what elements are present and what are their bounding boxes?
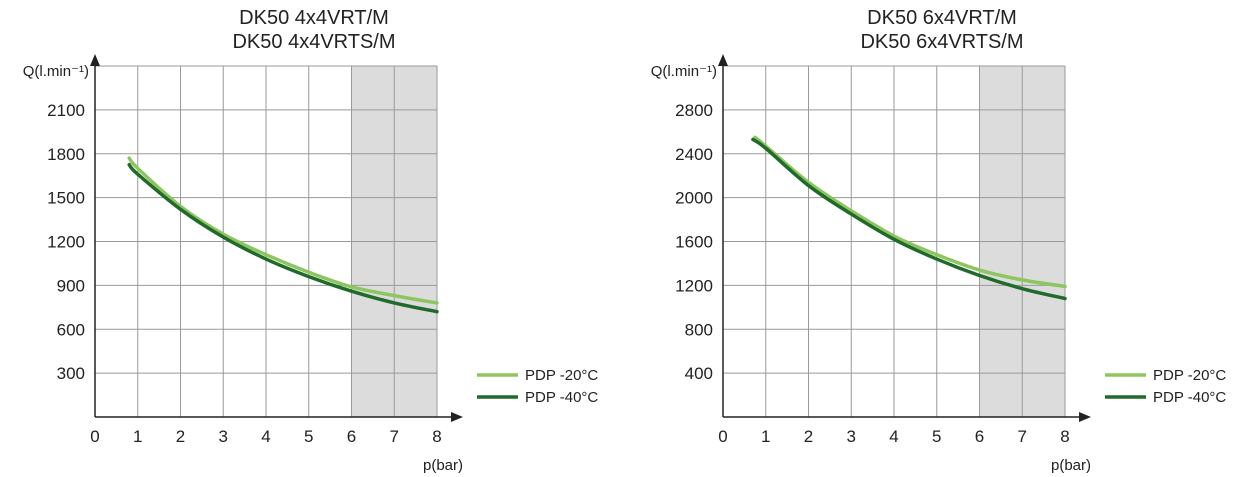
chart-title: DK50 4x4VRT/M DK50 4x4VRTS/M bbox=[0, 6, 628, 54]
x-tick-label: 3 bbox=[219, 427, 228, 446]
y-tick-label: 1200 bbox=[47, 233, 85, 252]
x-tick-label: 8 bbox=[1060, 427, 1069, 446]
y-tick-label: 1500 bbox=[47, 189, 85, 208]
x-tick-label: 1 bbox=[133, 427, 142, 446]
x-axis-label: p(bar) bbox=[1051, 457, 1091, 474]
y-tick-label: 2000 bbox=[675, 189, 713, 208]
x-tick-label: 3 bbox=[847, 427, 856, 446]
x-tick-label: 5 bbox=[304, 427, 313, 446]
y-tick-label: 2100 bbox=[47, 101, 85, 120]
x-tick-label: 2 bbox=[176, 427, 185, 446]
legend-label-pdp-40: PDP -40°C bbox=[525, 389, 598, 406]
x-axis-arrow bbox=[451, 412, 463, 422]
x-tick-label: 4 bbox=[889, 427, 898, 446]
y-tick-label: 600 bbox=[57, 320, 85, 339]
chart-panel-right: DK50 6x4VRT/M DK50 6x4VRTS/M 0 1 2 3 4 5 6 7 8 40… bbox=[628, 0, 1256, 477]
y-tick-label: 300 bbox=[57, 364, 85, 383]
y-tick-label: 400 bbox=[685, 364, 713, 383]
x-tick-label: 7 bbox=[390, 427, 399, 446]
chart-title: DK50 6x4VRT/M DK50 6x4VRTS/M bbox=[628, 6, 1256, 54]
chart-title-line-1: DK50 6x4VRT/M bbox=[867, 7, 1017, 29]
chart-title-line-2: DK50 4x4VRTS/M bbox=[232, 31, 396, 53]
series-line-pdp-40 bbox=[751, 137, 1067, 301]
x-tick-label: 8 bbox=[432, 427, 441, 446]
y-tick-label: 900 bbox=[57, 276, 85, 295]
x-tick-label: 0 bbox=[90, 427, 99, 446]
legend-label-pdp-20: PDP -20°C bbox=[1153, 367, 1226, 384]
chart-title-line-2: DK50 6x4VRTS/M bbox=[860, 31, 1024, 53]
y-tick-label: 800 bbox=[685, 320, 713, 339]
y-axis-arrow bbox=[90, 54, 100, 66]
x-tick-label: 7 bbox=[1018, 427, 1027, 446]
legend-label-pdp-20: PDP -20°C bbox=[525, 367, 598, 384]
x-tick-label: 0 bbox=[718, 427, 727, 446]
chart-plot: 0 1 2 3 4 5 6 7 8 300 600 900 1200 1500 1800 2100 Q(l.mi… bbox=[23, 54, 598, 474]
y-tick-label: 2800 bbox=[675, 101, 713, 120]
y-tick-label: 2400 bbox=[675, 145, 713, 164]
series-line-pdp-40 bbox=[127, 162, 439, 314]
chart-plot: 0 1 2 3 4 5 6 7 8 400 800 1200 1600 2000 2400 2800 Q(l.m… bbox=[651, 54, 1226, 474]
chart-title-line-1: DK50 4x4VRT/M bbox=[239, 7, 389, 29]
x-tick-label: 5 bbox=[932, 427, 941, 446]
series-line-pdp-20 bbox=[127, 156, 439, 305]
x-tick-label: 4 bbox=[261, 427, 270, 446]
y-axis-label: Q(l.min⁻¹) bbox=[651, 63, 717, 80]
y-tick-label: 1200 bbox=[675, 276, 713, 295]
x-axis-arrow bbox=[1079, 412, 1091, 422]
y-axis-label: Q(l.min⁻¹) bbox=[23, 63, 89, 80]
x-tick-label: 2 bbox=[804, 427, 813, 446]
chart-panel-left: DK50 4x4VRT/M DK50 4x4VRTS/M 0 1 2 3 4 5 6 7 8 30… bbox=[0, 6, 628, 474]
y-tick-label: 1600 bbox=[675, 233, 713, 252]
legend-label-pdp-40: PDP -40°C bbox=[1153, 389, 1226, 406]
y-axis-arrow bbox=[718, 54, 728, 66]
x-tick-label: 6 bbox=[347, 427, 356, 446]
x-axis-label: p(bar) bbox=[423, 457, 463, 474]
x-tick-label: 6 bbox=[975, 427, 984, 446]
y-tick-label: 1800 bbox=[47, 145, 85, 164]
x-tick-label: 1 bbox=[761, 427, 770, 446]
